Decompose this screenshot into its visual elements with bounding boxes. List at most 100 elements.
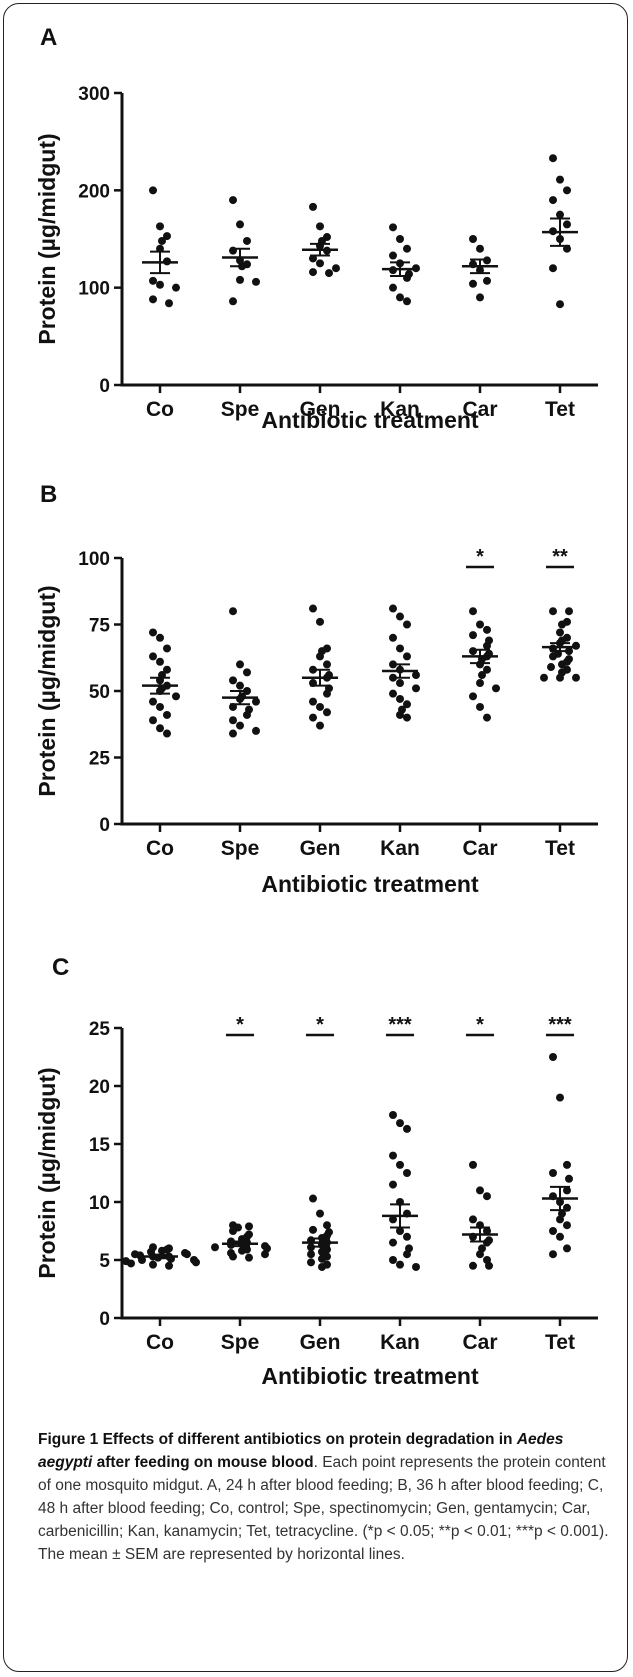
data-point (149, 716, 157, 725)
data-point (252, 277, 260, 286)
data-point (158, 236, 166, 245)
data-point (389, 1151, 397, 1160)
y-axis-title: Protein (µg/midgut) (34, 585, 60, 796)
data-point (138, 1256, 146, 1264)
data-point (396, 1227, 404, 1235)
series-Co (142, 628, 180, 738)
data-point (565, 607, 573, 616)
data-point (549, 1227, 557, 1235)
data-point (309, 202, 317, 211)
data-point (149, 697, 157, 706)
data-point (236, 220, 244, 229)
data-point (478, 671, 486, 680)
data-point (549, 196, 557, 205)
data-point (229, 607, 237, 616)
data-point (156, 222, 164, 231)
x-tick-label: Kan (380, 398, 420, 421)
data-point (396, 710, 404, 719)
x-axis-title: Antibiotic treatment (261, 871, 479, 897)
data-point (316, 259, 324, 268)
data-point (229, 297, 237, 306)
data-point (156, 702, 164, 711)
data-point (549, 1169, 557, 1177)
x-tick-label: Gen (300, 837, 341, 860)
data-point (483, 276, 491, 285)
data-point (307, 1250, 315, 1259)
data-point (572, 673, 580, 682)
data-point (389, 223, 397, 232)
data-point (549, 1053, 557, 1061)
data-point (245, 1253, 253, 1262)
data-point (476, 293, 484, 302)
x-tick-label: Car (462, 398, 497, 421)
data-point (252, 697, 260, 706)
data-point (323, 689, 331, 698)
x-tick-label: Co (146, 837, 174, 860)
data-point (158, 1246, 166, 1255)
data-point (316, 222, 324, 231)
data-point (572, 641, 580, 650)
y-tick-label: 100 (78, 549, 110, 570)
data-point (403, 700, 411, 709)
data-point (323, 708, 331, 717)
data-point (316, 721, 324, 730)
data-point (165, 1261, 173, 1270)
data-point (563, 220, 571, 229)
data-point (469, 1261, 477, 1270)
panel-letter: A (40, 24, 57, 51)
series-Kan (382, 1111, 420, 1271)
x-tick-label: Tet (545, 1331, 575, 1354)
data-point (469, 1160, 477, 1169)
significance-mark: * (236, 1014, 244, 1036)
y-axis-title: Protein (µg/midgut) (34, 133, 60, 344)
data-point (469, 631, 477, 640)
caption-title-2: after feeding on mouse blood (92, 1454, 314, 1471)
data-point (309, 697, 317, 706)
data-point (469, 607, 477, 616)
data-point (389, 251, 397, 260)
data-point (309, 713, 317, 722)
data-point (318, 1254, 326, 1263)
data-point (476, 620, 484, 629)
data-point (547, 663, 555, 672)
y-tick-label: 20 (89, 1077, 110, 1098)
data-point (236, 275, 244, 284)
data-point (556, 210, 564, 219)
series-Co (142, 186, 180, 308)
panel-letter: B (40, 481, 57, 508)
y-tick-label: 5 (99, 1251, 110, 1272)
data-point (565, 1174, 573, 1183)
y-tick-label: 25 (89, 749, 111, 770)
data-point (483, 1227, 491, 1235)
data-point (156, 657, 164, 666)
y-axis-title: Protein (µg/midgut) (34, 1067, 60, 1278)
data-point (316, 702, 324, 711)
data-point (236, 660, 244, 669)
data-point (172, 283, 180, 292)
data-point (469, 279, 477, 288)
data-point (245, 1222, 253, 1231)
y-tick-label: 0 (99, 376, 110, 397)
data-point (149, 295, 157, 304)
y-tick-label: 50 (89, 682, 110, 703)
data-point (476, 702, 484, 711)
data-point (229, 1227, 237, 1235)
data-point (323, 1221, 331, 1230)
data-point (172, 692, 180, 701)
data-point (549, 607, 557, 616)
data-point (396, 1160, 404, 1169)
data-point (396, 235, 404, 243)
significance-mark: * (476, 546, 484, 568)
data-point (396, 644, 404, 653)
data-point (389, 1256, 397, 1264)
data-point (563, 1160, 571, 1169)
x-tick-label: Gen (300, 1331, 341, 1354)
data-point (229, 676, 237, 685)
data-point (163, 232, 171, 241)
data-point (309, 604, 317, 613)
data-point (549, 652, 557, 661)
data-point (558, 620, 566, 629)
data-point (236, 681, 244, 690)
data-point (243, 710, 251, 719)
